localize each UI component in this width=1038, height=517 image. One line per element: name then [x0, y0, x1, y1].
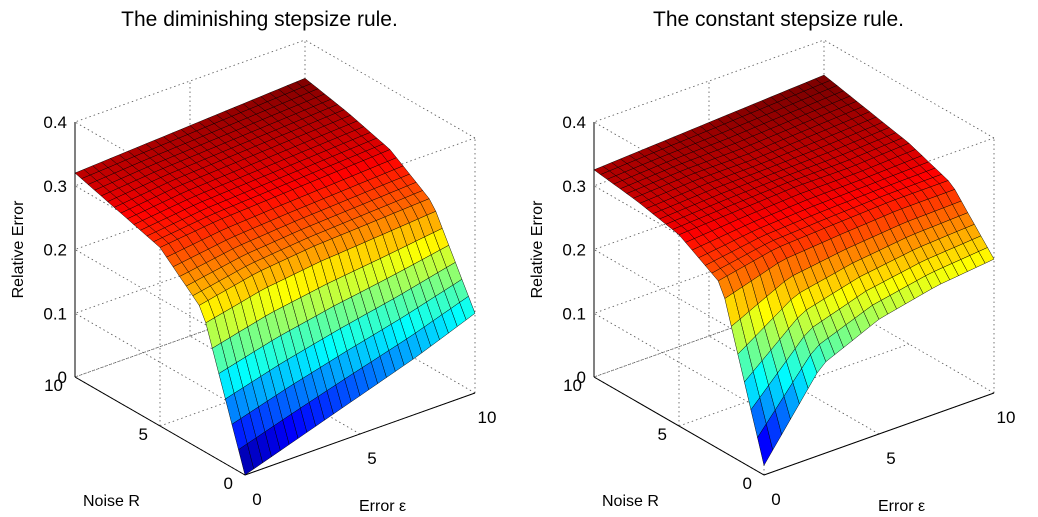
z-axis-label: Relative Error [529, 200, 546, 298]
axis-lines [74, 122, 476, 476]
x-axis-label: Error ε [878, 498, 925, 515]
y-tick-label: 5 [139, 425, 148, 444]
chart-title: The constant stepsize rule. [653, 8, 904, 31]
chart-panel-diminishing: The diminishing stepsize rule. 0 0.1 0.2 0.… [10, 8, 496, 515]
x-tick-label: 0 [252, 490, 261, 509]
box-edge [304, 39, 476, 139]
z-tick-label: 0.1 [43, 304, 67, 323]
y-tick-label: 10 [44, 376, 63, 395]
z-tick-label: 0.2 [562, 241, 586, 260]
x-gridline-floor [304, 294, 476, 394]
z-tick-label: 0.4 [43, 113, 67, 132]
x-gridline-floor [708, 335, 880, 435]
chart-title: The diminishing stepsize rule. [121, 8, 398, 31]
x-axis-label: Error ε [359, 498, 406, 515]
x-tick-label: 10 [997, 408, 1016, 427]
y-axis-line [74, 376, 246, 476]
z-tick-label: 0 [577, 368, 586, 387]
z-tick-label: 0.1 [562, 304, 586, 323]
x-tick-label: 5 [367, 449, 376, 468]
x-tick-label: 5 [886, 449, 895, 468]
axis-lines [593, 122, 995, 476]
z-tick-label: 0.3 [43, 177, 67, 196]
z-tick-label: 0.2 [43, 241, 67, 260]
y-tick-label: 0 [743, 474, 752, 493]
surface [593, 74, 995, 467]
chart-panel-constant: The constant stepsize rule. 0 0.1 0.2 0.3 0.… [519, 0, 1038, 517]
x-tick-label: 0 [771, 490, 780, 509]
y-axis-label: Noise R [602, 493, 659, 510]
z-tick-label: 0.3 [562, 177, 586, 196]
z-axis-label: Relative Error [10, 200, 27, 298]
y-axis-line [593, 376, 765, 476]
x-axis-line [763, 392, 995, 476]
surface [74, 78, 476, 476]
surface-patch [978, 247, 995, 264]
y-tick-label: 5 [658, 425, 667, 444]
z-tick-label: 0 [58, 368, 67, 387]
z-tick-label: 0.4 [562, 113, 586, 132]
x-gridline-floor [189, 335, 361, 435]
x-tick-label: 10 [478, 408, 497, 427]
box-edge [823, 39, 995, 139]
x-gridline-floor [823, 294, 995, 394]
y-axis-label: Noise R [83, 493, 140, 510]
y-tick-label: 10 [563, 376, 582, 395]
y-tick-label: 0 [224, 474, 233, 493]
surface-patch [459, 295, 476, 321]
x-axis-line [244, 392, 476, 476]
